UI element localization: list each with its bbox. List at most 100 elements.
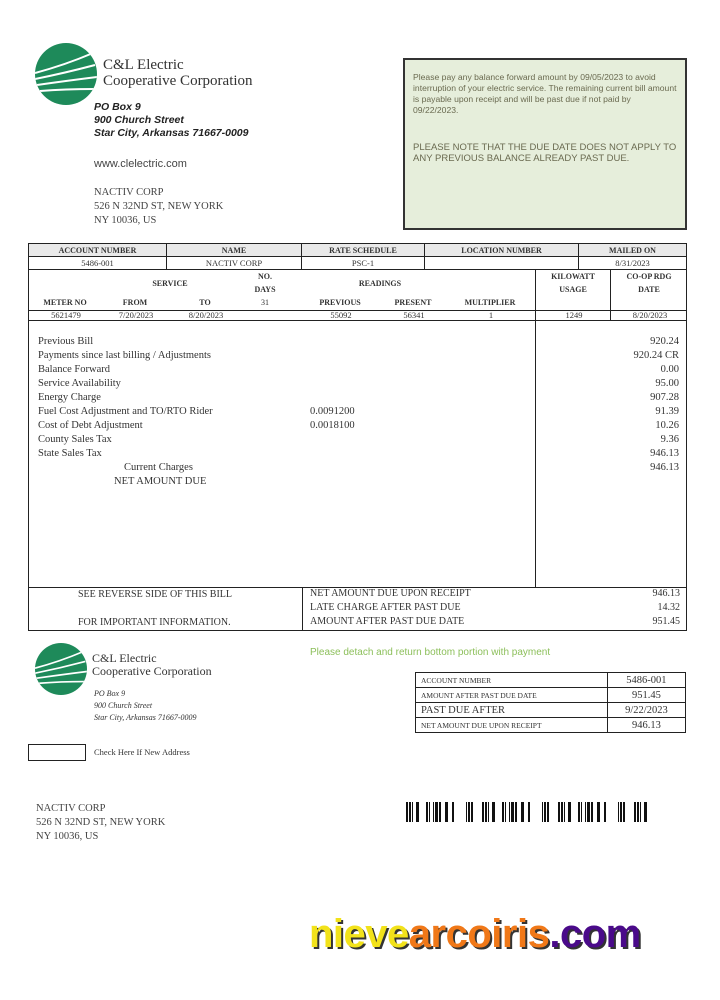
charge-row: Fuel Cost Adjustment and TO/RTO Rider 0.0… <box>38 405 518 419</box>
service-header <box>28 269 687 311</box>
barcode-bar <box>492 802 495 822</box>
barcode-bar <box>433 802 434 822</box>
barcode <box>406 802 647 822</box>
customer-name: NACTIV CORP <box>94 187 164 198</box>
barcode-bar <box>618 802 619 822</box>
barcode-bar <box>585 802 586 822</box>
charge-rate: 0.0018100 <box>310 420 355 431</box>
charge-label: Balance Forward <box>38 364 111 375</box>
stub-row: ACCOUNT NUMBER 5486-001 <box>415 672 687 688</box>
charge-row: County Sales Tax <box>38 433 518 447</box>
header-rate-schedule: RATE SCHEDULE <box>301 243 425 257</box>
barcode-bar <box>634 802 636 822</box>
stub-label: PAST DUE AFTER <box>415 702 608 718</box>
barcode-bar <box>640 802 641 822</box>
watermark-part2: arcoiris <box>408 912 550 956</box>
barcode-bar <box>542 802 543 822</box>
company-logo <box>35 43 97 105</box>
charge-label: County Sales Tax <box>38 434 112 445</box>
charge-label: Service Availability <box>38 378 121 389</box>
days-value: 31 <box>261 298 269 307</box>
stub-row: PAST DUE AFTER 9/22/2023 <box>415 702 687 718</box>
barcode-bar <box>406 802 408 822</box>
present-reading: 56341 <box>403 310 425 320</box>
charge-label: State Sales Tax <box>38 448 102 459</box>
barcode-bar <box>528 802 530 822</box>
barcode-bar <box>564 802 565 822</box>
footer-row: AMOUNT AFTER PAST DUE DATE 951.45 <box>310 615 680 629</box>
charge-amount: 0.00 <box>660 364 679 375</box>
barcode-bar <box>620 802 622 822</box>
current-charges-amount: 946.13 <box>650 462 679 473</box>
date-label: DATE <box>638 285 660 294</box>
charge-row: Cost of Debt Adjustment 0.0018100 <box>38 419 518 433</box>
current-charges-label: Current Charges <box>124 462 193 473</box>
charge-amount: 10.26 <box>655 420 679 431</box>
stub-value: 951.45 <box>606 687 687 703</box>
charge-label: Payments since last billing / Adjustment… <box>38 350 211 361</box>
stub-summary-table: ACCOUNT NUMBER 5486-001 AMOUNT AFTER PAST… <box>415 672 687 733</box>
watermark-logo: nievearcoiris.com <box>309 912 641 957</box>
stub-city: Star City, Arkansas 71667-0009 <box>94 713 197 722</box>
stub-name-line2: Cooperative Corporation <box>92 664 212 678</box>
new-address-checkbox[interactable] <box>28 744 86 761</box>
multiplier: 1 <box>488 310 494 320</box>
no-label: NO. <box>258 272 272 281</box>
barcode-bar <box>509 802 510 822</box>
barcode-bar <box>482 802 484 822</box>
barcode-bar <box>409 802 411 822</box>
barcode-bar <box>426 802 428 822</box>
barcode-bar <box>439 802 441 822</box>
usage-label: USAGE <box>559 285 587 294</box>
company-name-line1: C&L Electric <box>103 57 184 73</box>
watermark-part3: .com <box>549 912 641 956</box>
charge-amount: 9.36 <box>660 434 679 445</box>
from-date: 7/20/2023 <box>118 310 154 320</box>
account-number-value: 5486-001 <box>28 256 167 270</box>
charge-row: Energy Charge <box>38 391 518 405</box>
charge-label: Previous Bill <box>38 336 94 347</box>
barcode-bar <box>544 802 546 822</box>
to-date: 8/20/2023 <box>188 310 224 320</box>
stub-name-line1: C&L Electric <box>92 651 157 665</box>
barcode-bar <box>412 802 413 822</box>
barcode-bar <box>452 802 454 822</box>
footer-row: LATE CHARGE AFTER PAST DUE 14.32 <box>310 601 680 615</box>
col-previous: PREVIOUS <box>319 298 361 307</box>
important-info-text: FOR IMPORTANT INFORMATION. <box>78 617 231 628</box>
meter-no: 5621479 <box>51 310 81 320</box>
website-link[interactable]: www.clelectric.com <box>94 158 187 170</box>
stub-customer-name: NACTIV CORP <box>36 803 106 814</box>
stub-label: ACCOUNT NUMBER <box>415 672 608 688</box>
meter-row: 5621479 7/20/2023 8/20/2023 55092 56341 … <box>28 310 687 321</box>
charge-row: Payments since last billing / Adjustment… <box>38 349 518 363</box>
payment-notice: Please pay any balance forward amount by… <box>403 58 687 230</box>
stub-row: NET AMOUNT DUE UPON RECEIPT 946.13 <box>415 717 687 733</box>
name-value: NACTIV CORP <box>166 256 302 270</box>
stub-label: NET AMOUNT DUE UPON RECEIPT <box>415 717 608 733</box>
rdg-date: 8/20/2023 <box>632 310 668 320</box>
col-present: PRESENT <box>394 298 432 307</box>
charges-list: Previous Bill Payments since last billin… <box>38 335 518 489</box>
footer-value: 951.45 <box>652 616 681 627</box>
barcode-bar <box>561 802 563 822</box>
stub-row: AMOUNT AFTER PAST DUE DATE 951.45 <box>415 687 687 703</box>
header-account-number: ACCOUNT NUMBER <box>28 243 167 257</box>
stub-value: 9/22/2023 <box>606 702 687 718</box>
charge-amount: 946.13 <box>650 448 679 459</box>
stub-street: 900 Church Street <box>94 701 153 710</box>
stub-address: PO Box 9 900 Church Street Star City, Arka… <box>94 688 197 724</box>
footer-label: LATE CHARGE AFTER PAST DUE <box>310 602 461 613</box>
barcode-bar <box>568 802 571 822</box>
barcode-bar <box>488 802 489 822</box>
barcode-bar <box>578 802 580 822</box>
charge-label: Fuel Cost Adjustment and TO/RTO Rider <box>38 406 213 417</box>
readings-label: READINGS <box>358 279 402 288</box>
charge-amount: 907.28 <box>650 392 679 403</box>
watermark-part1: nieve <box>309 912 409 956</box>
col-meter-no: METER NO <box>43 298 87 307</box>
barcode-bar <box>644 802 647 822</box>
stub-customer-city: NY 10036, US <box>36 831 99 842</box>
customer-city: NY 10036, US <box>94 215 157 226</box>
street: 900 Church Street <box>94 114 184 126</box>
